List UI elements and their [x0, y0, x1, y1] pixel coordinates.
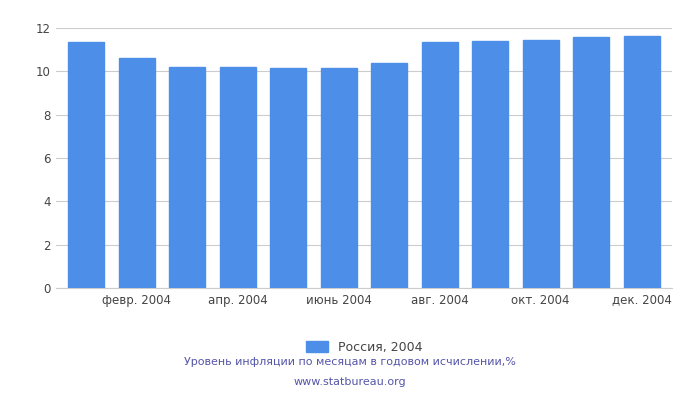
Bar [371, 63, 407, 288]
Bar [472, 41, 508, 288]
Text: Уровень инфляции по месяцам в годовом исчислении,%: Уровень инфляции по месяцам в годовом ис… [184, 357, 516, 367]
Bar [522, 40, 559, 288]
Bar [321, 68, 357, 288]
Bar [573, 37, 610, 288]
Bar [118, 58, 155, 288]
Legend: Россия, 2004: Россия, 2004 [305, 341, 423, 354]
Bar [624, 36, 660, 288]
Bar [68, 42, 104, 288]
Bar [220, 67, 256, 288]
Bar [270, 68, 307, 288]
Bar [421, 42, 458, 288]
Bar [169, 67, 206, 288]
Text: www.statbureau.org: www.statbureau.org [294, 377, 406, 387]
